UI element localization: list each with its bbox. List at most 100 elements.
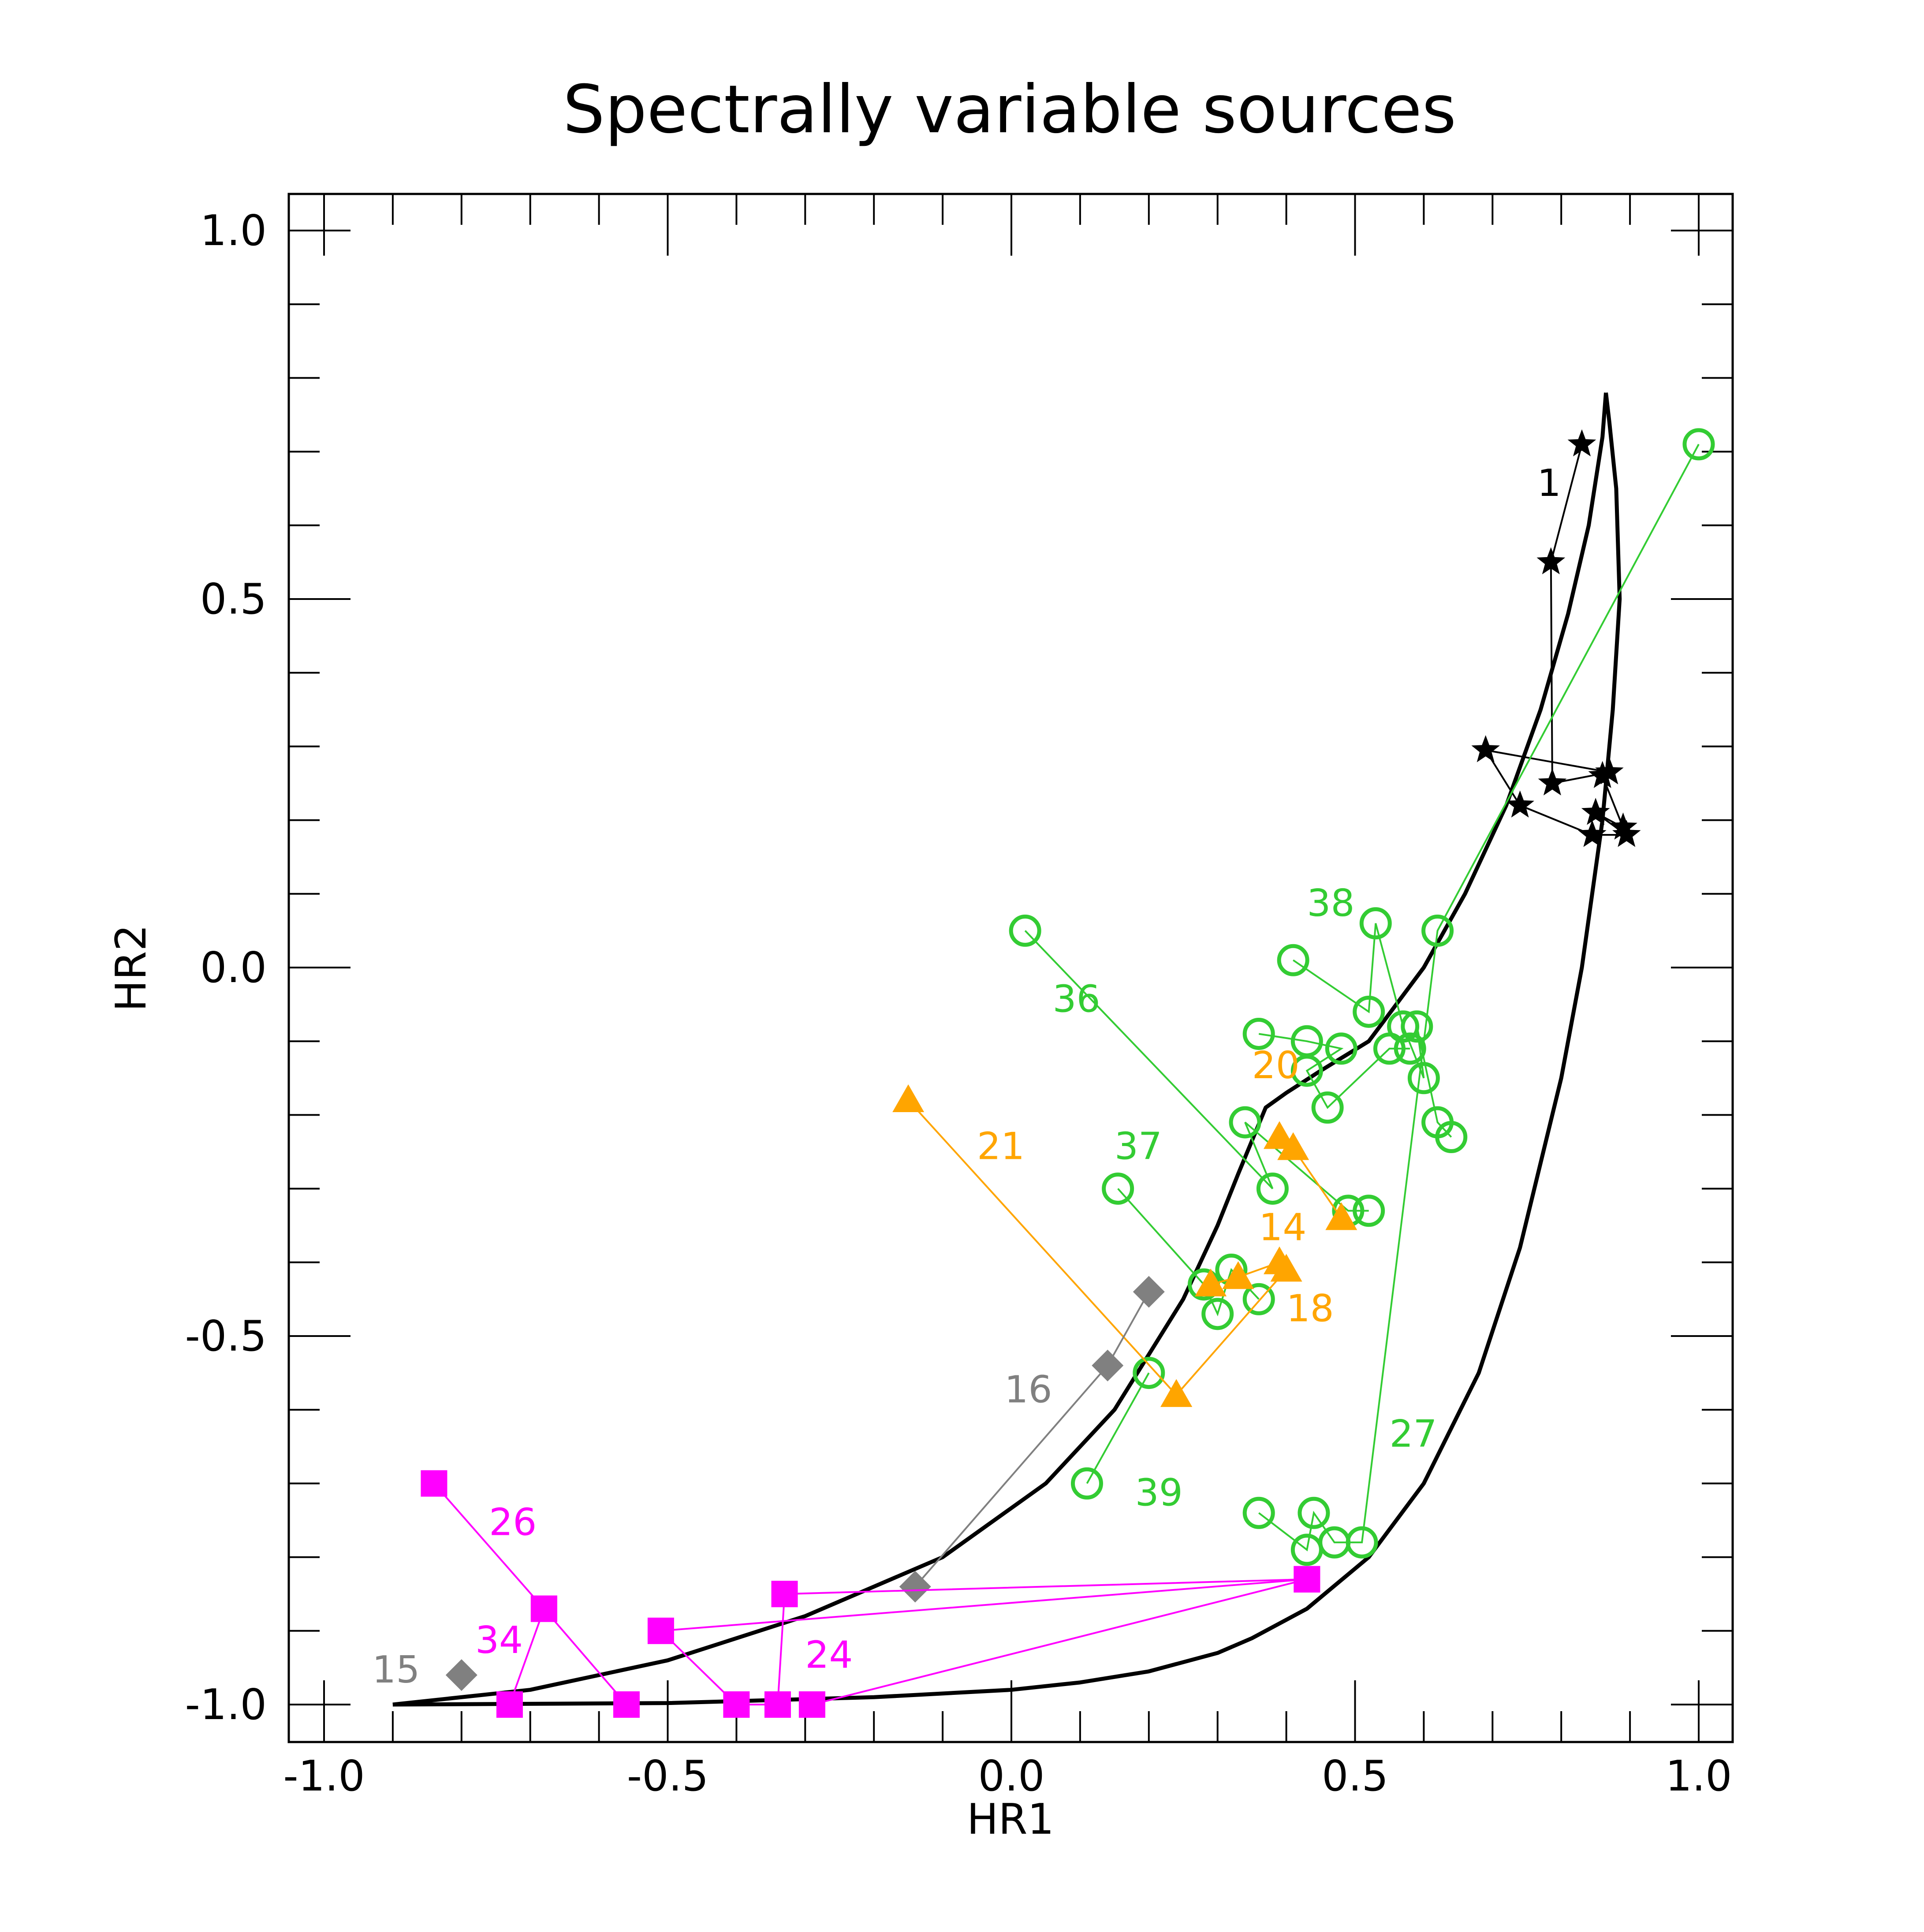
data-point-circle <box>1290 1054 1323 1087</box>
series-34 <box>496 1595 557 1718</box>
data-point-circle <box>1407 1062 1440 1094</box>
series-line <box>1258 1033 1410 1109</box>
data-point-square <box>1294 1566 1320 1593</box>
series-38b <box>1242 1017 1426 1124</box>
series-27 <box>1242 428 1715 1566</box>
data-point-square <box>496 1691 523 1718</box>
series-label-16: 16 <box>1004 1368 1052 1411</box>
series-label-20: 20 <box>1252 1044 1300 1087</box>
data-point-triangle <box>1195 1268 1227 1296</box>
data-point-circle <box>1242 1496 1275 1529</box>
x-tick-label: -0.5 <box>627 1752 708 1801</box>
y-tick-label: -1.0 <box>185 1681 267 1729</box>
data-point-diamond <box>445 1659 477 1691</box>
model-curve-upper <box>392 392 1608 1707</box>
series-18 <box>1160 1254 1302 1407</box>
series-line <box>1175 1269 1287 1396</box>
data-point-square <box>613 1691 640 1718</box>
series-label-27: 27 <box>1389 1412 1437 1456</box>
data-point-triangle <box>1264 1121 1296 1149</box>
data-point-circle <box>1682 428 1715 461</box>
series-label-38: 38 <box>1307 882 1354 925</box>
series-line <box>907 1099 1177 1396</box>
x-tick-label: 1.0 <box>1665 1752 1732 1801</box>
series-37 <box>1102 1173 1275 1330</box>
model-curves <box>392 392 1622 1707</box>
series-label-37: 37 <box>1115 1125 1162 1169</box>
data-point-square <box>798 1691 825 1718</box>
series-labels: 1 38 36 27 37 39 20 21 14 18 16 15 26 34 24 <box>372 462 1561 1692</box>
series-line <box>914 1291 1150 1587</box>
y-tick-label: 1.0 <box>200 207 267 255</box>
data-point-circle <box>1353 1195 1385 1227</box>
series-39 <box>1070 1357 1165 1500</box>
y-tick-label: -0.5 <box>185 1312 267 1361</box>
series-label-24: 24 <box>805 1633 853 1677</box>
data-point-circle <box>1311 1091 1344 1124</box>
data-point-circle <box>1373 1032 1406 1065</box>
series-15 <box>445 1659 477 1691</box>
series-label-18: 18 <box>1286 1287 1334 1331</box>
data-point-square <box>771 1581 798 1608</box>
series-label-14: 14 <box>1259 1206 1306 1250</box>
data-point-circle <box>1359 907 1392 940</box>
data-point-triangle <box>1222 1261 1254 1289</box>
data-point-diamond <box>1133 1276 1165 1308</box>
data-point-diamond <box>899 1571 931 1603</box>
y-tick-label: 0.5 <box>200 575 267 624</box>
x-tick-label: -1.0 <box>283 1752 365 1801</box>
data-point-triangle <box>1325 1202 1357 1230</box>
series-20 <box>1264 1121 1357 1230</box>
series-label-39: 39 <box>1135 1471 1183 1515</box>
data-point-star <box>1538 768 1567 796</box>
data-point-circle <box>1133 1357 1165 1389</box>
data-point-circle <box>1070 1467 1103 1500</box>
series-24 <box>647 1566 1320 1718</box>
data-point-circle <box>1435 1121 1468 1154</box>
series-line <box>659 1578 1307 1705</box>
series-label-36: 36 <box>1053 977 1100 1021</box>
series-label-26: 26 <box>489 1500 537 1544</box>
data-point-circle <box>1325 1032 1357 1065</box>
data-series <box>421 428 1715 1718</box>
data-point-square <box>647 1617 674 1644</box>
data-point-circle <box>1394 1032 1426 1065</box>
x-tick-label: 0.0 <box>978 1752 1044 1801</box>
data-point-star <box>1581 797 1610 825</box>
data-point-star <box>1609 812 1637 840</box>
data-point-triangle <box>1160 1379 1193 1407</box>
series-1 <box>1471 429 1641 847</box>
data-point-square <box>530 1595 557 1622</box>
data-point-circle <box>1401 1010 1433 1043</box>
series-label-15: 15 <box>372 1648 420 1692</box>
data-point-star <box>1567 429 1596 457</box>
data-point-circle <box>1201 1298 1234 1330</box>
data-point-star <box>1595 757 1624 785</box>
data-point-triangle <box>1277 1132 1309 1160</box>
data-point-circle <box>1298 1496 1330 1529</box>
data-point-circle <box>1421 914 1454 947</box>
data-point-star <box>1471 735 1500 763</box>
data-point-circle <box>1290 1534 1323 1566</box>
data-point-triangle <box>1270 1254 1302 1282</box>
series-line <box>509 1608 545 1705</box>
data-point-star <box>1536 547 1566 574</box>
series-38 <box>1277 907 1468 1154</box>
series-16 <box>899 1276 1165 1603</box>
series-36 <box>1009 914 1385 1227</box>
series-line <box>1258 443 1700 1552</box>
data-point-star <box>1588 761 1617 788</box>
data-point-circle <box>1242 1017 1275 1050</box>
data-point-circle <box>1102 1173 1134 1205</box>
series-label-1: 1 <box>1537 462 1561 505</box>
data-point-square <box>723 1691 750 1718</box>
model-curve-lower <box>392 392 1622 1707</box>
data-point-circle <box>1229 1106 1261 1139</box>
x-tick-label: 0.5 <box>1322 1752 1388 1801</box>
data-point-star <box>1506 790 1534 818</box>
series-label-34: 34 <box>475 1619 523 1662</box>
data-point-circle <box>1242 1283 1275 1315</box>
data-point-square <box>421 1470 447 1497</box>
data-point-square <box>764 1691 791 1718</box>
